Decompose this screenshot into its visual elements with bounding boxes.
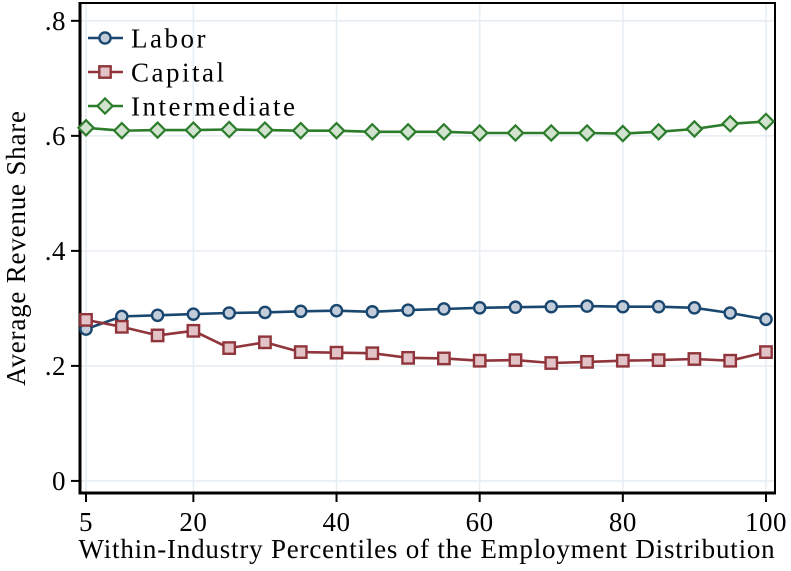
series-intermediate-marker-p90 [685,119,704,139]
series-intermediate-marker-p5 [76,118,96,137]
series-labor-marker-p75 [580,299,594,313]
series-labor [79,299,773,336]
x-tick-label-60: 60 [466,507,494,537]
series-intermediate-marker-p100 [756,112,776,131]
legend-marker-capital [98,65,112,79]
series-intermediate [76,112,776,143]
y-tick-label-0: 0 [52,466,66,496]
series-intermediate-marker-p75 [577,123,597,143]
x-tick-label-20: 20 [179,507,207,537]
legend-label-intermediate: Intermediate [131,92,297,122]
y-tick-label-.4: .4 [45,236,66,266]
series-capital-marker-p15 [150,328,165,343]
series-labor-marker-p55 [437,302,451,316]
series-labor-marker-p45 [365,305,380,319]
series-capital-marker-p35 [293,345,308,359]
series-capital-marker-p90 [687,352,702,366]
series-labor-marker-p50 [401,303,415,317]
series-intermediate-marker-p60 [470,123,489,143]
y-tick-label-.8: .8 [45,6,66,36]
series-intermediate-marker-p35 [291,121,310,140]
series-intermediate-marker-p40 [327,121,346,140]
series-labor-marker-p70 [544,299,559,314]
series-labor-marker-p25 [222,306,236,320]
legend-marker-labor [98,31,112,45]
x-tick-label-40: 40 [323,507,351,537]
series-labor-marker-p65 [508,300,523,315]
legend-item-labor: Labor [88,24,208,54]
series-labor-marker-p90 [687,301,702,315]
series-intermediate-marker-p45 [363,122,382,141]
x-axis-title: Within-Industry Percentiles of the Emplo… [79,534,776,564]
series-intermediate-marker-p25 [220,120,239,139]
legend-label-capital: Capital [131,58,226,88]
series-intermediate-marker-p30 [255,120,275,140]
series-intermediate-marker-p65 [506,123,525,143]
series-intermediate-marker-p50 [398,122,418,141]
series-capital [79,312,773,370]
series-intermediate-marker-p10 [112,121,131,140]
data-series [76,112,776,370]
legend-item-intermediate: Intermediate [88,92,297,122]
series-labor-marker-p15 [150,308,165,323]
plot-frame [78,2,776,495]
series-capital-marker-p30 [258,335,272,350]
series-capital-marker-p100 [759,345,773,359]
series-capital-marker-p55 [436,351,451,366]
series-capital-marker-p65 [508,353,523,368]
series-capital-marker-p85 [651,353,666,368]
series-labor-marker-p30 [258,305,272,320]
series-intermediate-marker-p70 [542,123,561,143]
series-capital-marker-p80 [615,353,630,368]
series-labor-marker-p85 [651,299,666,314]
series-capital-marker-p40 [329,345,344,360]
series-labor-marker-p20 [186,307,201,321]
legend-marker-intermediate [95,96,115,116]
y-tick-label-.6: .6 [45,121,66,151]
series-capital-marker-p50 [401,350,416,365]
series-labor-marker-p60 [472,301,487,315]
y-axis-title: Average Revenue Share [1,110,31,386]
y-tick-label-.2: .2 [45,351,66,381]
series-capital-marker-p75 [580,354,594,369]
x-tick-label-80: 80 [609,507,637,537]
series-intermediate-marker-p55 [434,122,454,141]
series-labor-marker-p35 [293,304,308,319]
series-labor-marker-p95 [723,306,737,320]
legend-item-capital: Capital [88,58,226,88]
series-intermediate-marker-p85 [649,122,668,141]
axis-ticks [71,19,767,502]
x-tick-label-100: 100 [745,507,787,537]
series-capital-marker-p70 [544,356,559,370]
legend-label-labor: Labor [131,24,208,54]
series-intermediate-marker-p20 [184,120,203,140]
series-labor-marker-p80 [616,299,630,314]
x-tick-label-5: 5 [79,507,93,537]
legend: Labor Capital Intermediate [88,24,297,122]
series-intermediate-marker-p15 [148,120,167,140]
series-capital-marker-p25 [222,341,237,355]
series-labor-marker-p100 [759,312,773,327]
series-capital-marker-p20 [186,323,201,338]
axis-tick-labels: 0 .2 .4 .6 .8 5 20 40 60 80 100 [45,6,787,537]
series-capital-marker-p45 [365,346,380,361]
series-capital-marker-p60 [472,353,487,368]
series-capital-marker-p5 [79,312,93,327]
series-labor-marker-p40 [329,303,344,318]
series-intermediate-marker-p95 [721,114,740,133]
series-intermediate-marker-p80 [613,124,632,143]
series-capital-marker-p10 [114,319,129,334]
series-capital-marker-p95 [723,353,738,368]
